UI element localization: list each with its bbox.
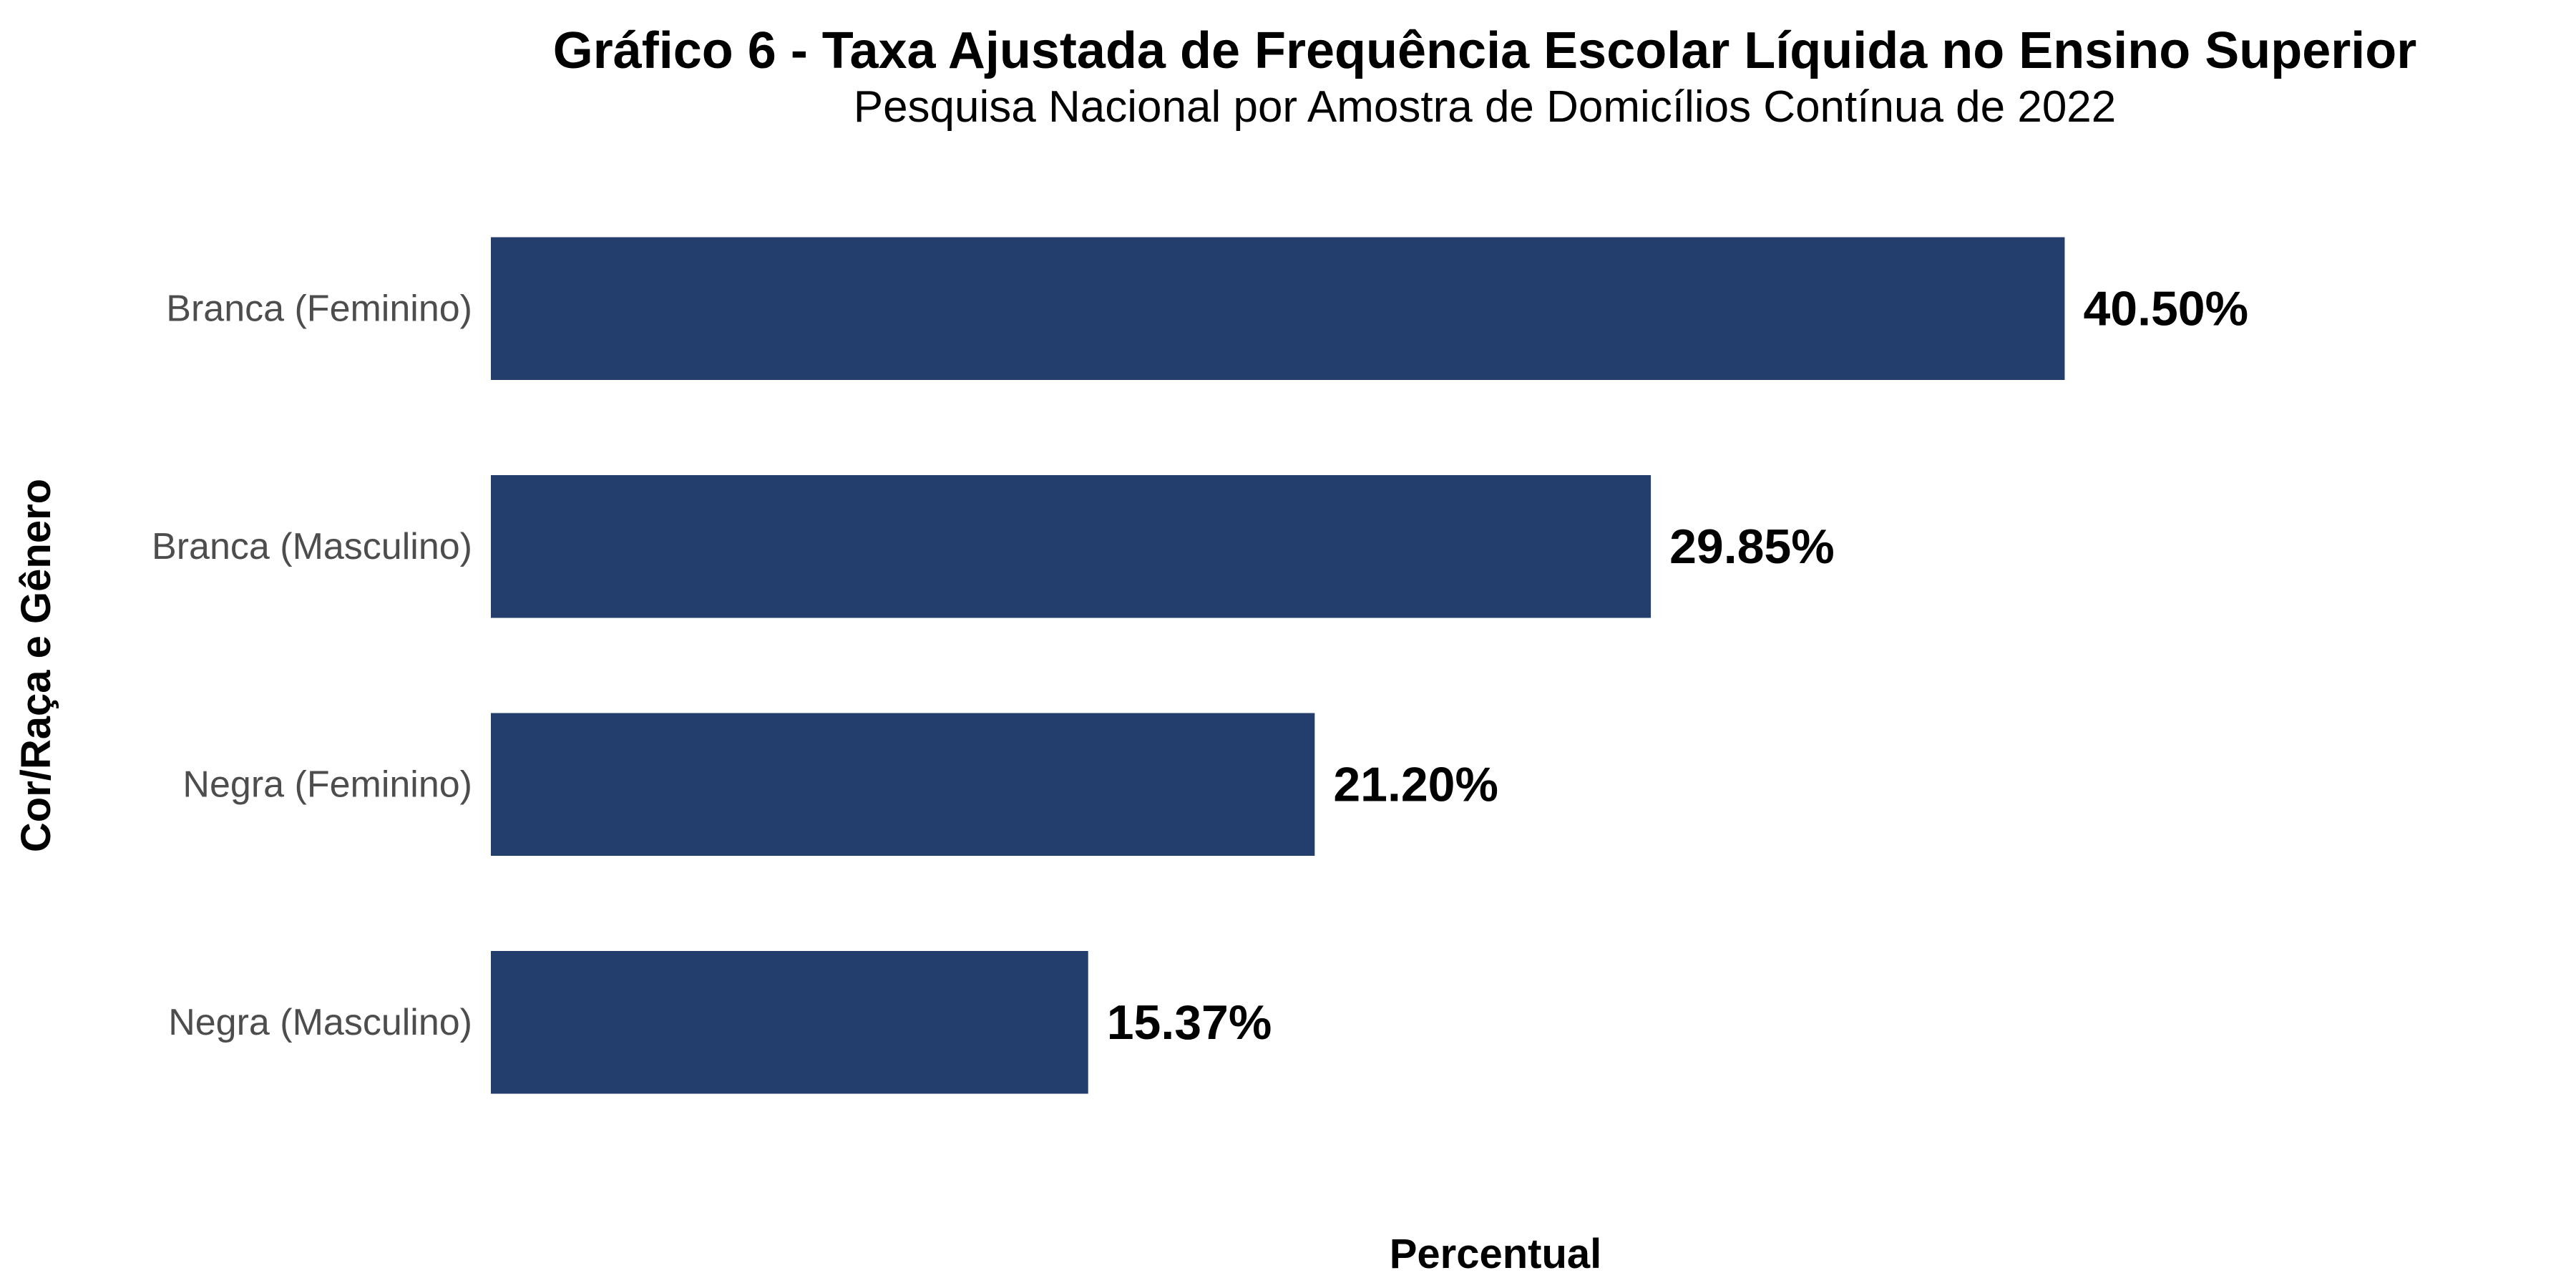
bar <box>491 713 1315 856</box>
y-axis-label: Cor/Raça e Gênero <box>13 479 59 852</box>
bar <box>491 475 1652 618</box>
chart-title: Gráfico 6 - Taxa Ajustada de Frequência … <box>553 22 2417 79</box>
x-axis-label: Percentual <box>1390 1231 1602 1277</box>
data-label: 40.50% <box>2083 281 2248 336</box>
data-label: 29.85% <box>1669 519 1835 574</box>
chart-subtitle: Pesquisa Nacional por Amostra de Domicíl… <box>854 82 2117 132</box>
y-tick-label: Negra (Feminino) <box>182 763 472 805</box>
y-tick-label: Branca (Masculino) <box>152 526 472 567</box>
bar <box>491 951 1088 1094</box>
bars-group: Branca (Feminino) 40.50% Branca (Masculino… <box>152 237 2248 1094</box>
y-tick-label: Negra (Masculino) <box>168 1002 472 1043</box>
data-label: 15.37% <box>1107 995 1272 1050</box>
y-tick-label: Branca (Feminino) <box>166 288 472 329</box>
bar <box>491 237 2065 380</box>
data-label: 21.20% <box>1333 757 1498 811</box>
